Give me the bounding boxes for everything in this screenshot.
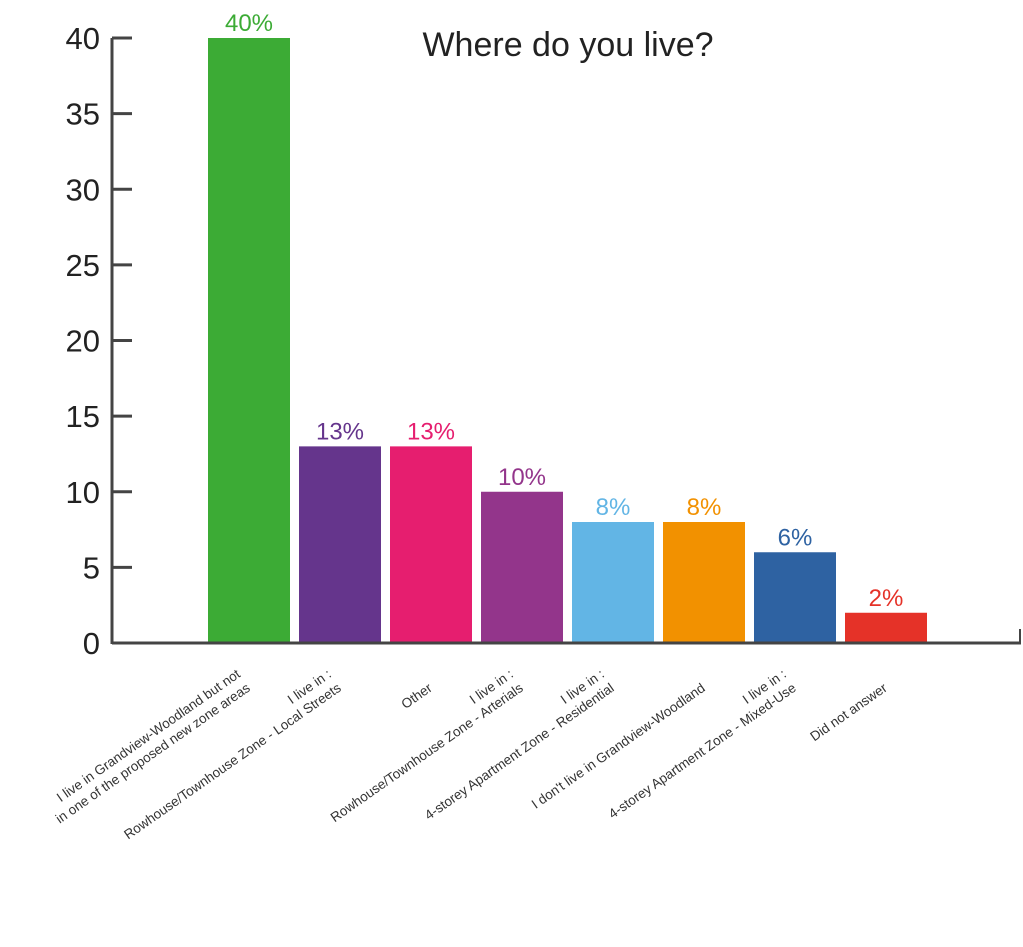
x-axis xyxy=(112,629,1021,645)
category-label: I don't live in Grandview-Woodland xyxy=(529,680,708,812)
bars xyxy=(208,38,927,643)
y-tick-label: 15 xyxy=(66,399,100,434)
category-label-line: in one of the proposed new zone areas xyxy=(53,680,253,826)
category-label-line: I live in Grandview-Woodland but not xyxy=(54,666,243,805)
category-label-line: Other xyxy=(398,680,435,712)
y-tick-label: 0 xyxy=(83,626,100,661)
bar-value-label: 13% xyxy=(407,418,455,445)
bar-value-label: 13% xyxy=(316,418,364,445)
y-tick-label: 20 xyxy=(66,324,100,359)
y-axis: 0 5 10 15 20 25 30 35 40 xyxy=(66,21,132,661)
category-label-line: Rowhouse/Townhouse Zone - Arterials xyxy=(328,680,526,825)
data-labels: 40% 13% 13% 10% 8% 8% 6% 2% xyxy=(225,10,903,612)
category-label: Other xyxy=(398,680,435,712)
category-label: Did not answer xyxy=(807,680,890,744)
bar xyxy=(663,522,745,643)
category-label-line: I don't live in Grandview-Woodland xyxy=(529,680,708,812)
category-label-line: 4-storey Apartment Zone - Residential xyxy=(422,680,617,823)
y-tick-label: 40 xyxy=(66,21,100,56)
bar-value-label: 2% xyxy=(869,585,904,612)
bar-value-label: 40% xyxy=(225,10,273,37)
bar xyxy=(845,612,927,643)
y-tick-label: 35 xyxy=(66,97,100,132)
bar xyxy=(481,491,563,643)
bar xyxy=(754,552,836,643)
y-tick-label: 10 xyxy=(66,475,100,510)
category-label-line: 4-storey Apartment Zone - Mixed-Use xyxy=(606,680,799,821)
bar xyxy=(572,522,654,643)
category-label-line: Did not answer xyxy=(807,680,890,744)
y-tick-label: 30 xyxy=(66,172,100,207)
bar-value-label: 8% xyxy=(596,494,631,521)
bar xyxy=(208,38,290,643)
bar-value-label: 8% xyxy=(687,494,722,521)
bar xyxy=(299,446,381,643)
y-tick-label: 25 xyxy=(66,248,100,283)
bar-value-label: 10% xyxy=(498,464,546,491)
bar-value-label: 6% xyxy=(778,524,813,551)
y-tick-label: 5 xyxy=(83,550,100,585)
chart-title: Where do you live? xyxy=(422,26,713,64)
bar xyxy=(390,446,472,643)
